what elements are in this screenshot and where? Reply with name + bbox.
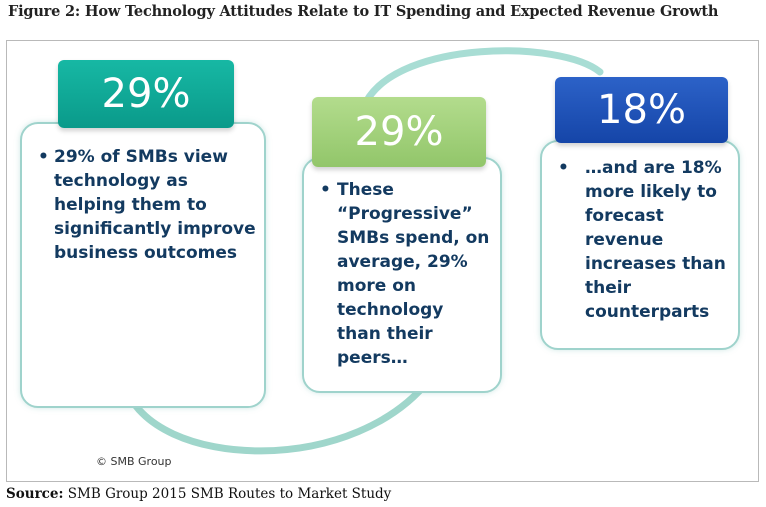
stat-value-3: 18% — [597, 87, 686, 133]
bullet-dot: • — [320, 180, 331, 200]
stat-box-2: 29% — [312, 97, 486, 167]
stat-value-2: 29% — [354, 109, 444, 155]
bottom-arc — [121, 368, 439, 455]
card-3-text: …and are 18% more likely to forecast rev… — [585, 158, 726, 322]
source-text: SMB Group 2015 SMB Routes to Market Stud… — [67, 486, 392, 502]
bullet-dot: • — [38, 147, 49, 167]
stat-box-1: 29% — [58, 60, 234, 128]
top-arc — [362, 47, 604, 106]
bullet-dot: • — [558, 158, 569, 178]
bullet-text-3: • …and are 18% more likely to forecast r… — [558, 156, 728, 324]
card-2-text: These “Progressive” SMBs spend, on avera… — [337, 180, 490, 368]
copyright-note: © SMB Group — [96, 455, 172, 468]
bullet-text-1: • 29% of SMBs view technology as helping… — [38, 145, 258, 265]
bullet-text-2: • These “Progressive” SMBs spend, on ave… — [320, 178, 492, 370]
stat-box-3: 18% — [555, 77, 728, 143]
stat-value-1: 29% — [101, 71, 191, 117]
source-label: Source: — [6, 486, 64, 502]
card-1-text: 29% of SMBs view technology as helping t… — [54, 147, 256, 263]
card-2 — [302, 157, 502, 393]
source-line: Source: SMB Group 2015 SMB Routes to Mar… — [6, 486, 391, 502]
card-3 — [540, 140, 740, 350]
figure-title: Figure 2: How Technology Attitudes Relat… — [8, 3, 719, 20]
